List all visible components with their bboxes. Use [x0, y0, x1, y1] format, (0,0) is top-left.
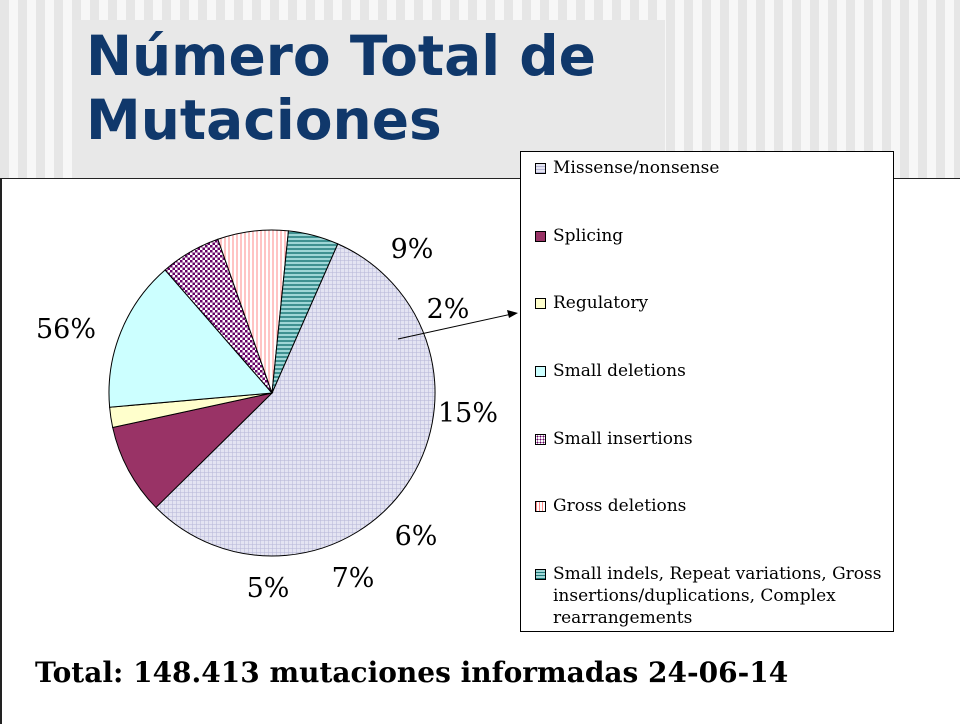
legend-label-regulatory: Regulatory	[553, 293, 649, 313]
pie-label-gross-deletions: 7%	[332, 563, 375, 594]
regulatory-pointer-line	[397, 313, 513, 340]
legend-item-small-insertions: Small insertions	[535, 428, 885, 450]
legend-label-splicing: Splicing	[553, 226, 624, 246]
legend-swatch-small-deletions	[535, 366, 546, 377]
pie-slice-small-deletions	[108, 269, 274, 408]
pie-label-small-insertions: 6%	[395, 521, 438, 552]
pie-label-missense-nonsense: 56%	[36, 314, 96, 345]
regulatory-pointer-arrowhead	[507, 310, 518, 318]
legend-swatch-missense-nonsense	[535, 163, 546, 174]
total-mutations-note: Total: 148.413 mutaciones informadas 24-…	[35, 656, 789, 689]
legend-label-gross-deletions: Gross deletions	[553, 496, 687, 516]
legend-item-splicing: Splicing	[535, 225, 885, 247]
legend-item-gross-deletions: Gross deletions	[535, 495, 885, 517]
legend-swatch-gross-deletions	[535, 501, 546, 512]
legend-label-small-indels-other: Small indels, Repeat variations, Gross i…	[553, 564, 882, 628]
legend-swatch-small-indels-other	[535, 569, 546, 580]
legend-label-missense-nonsense: Missense/nonsense	[553, 158, 720, 178]
legend-item-small-indels-other: Small indels, Repeat variations, Gross i…	[535, 563, 885, 629]
legend-item-missense-nonsense: Missense/nonsense	[535, 157, 885, 179]
pie-slice-small-indels-other	[271, 230, 339, 394]
chart-legend: Missense/nonsense Splicing Regulatory Small…	[520, 151, 894, 632]
pie-label-small-indels-other: 5%	[247, 573, 290, 604]
pie-slice-missense-nonsense	[155, 243, 436, 557]
slide-title: Número Total de Mutaciones	[86, 24, 596, 152]
legend-item-regulatory: Regulatory	[535, 292, 885, 314]
legend-swatch-splicing	[535, 231, 546, 242]
legend-item-small-deletions: Small deletions	[535, 360, 885, 382]
pie-slice-splicing	[112, 392, 274, 509]
pie-label-small-deletions: 15%	[438, 398, 498, 429]
legend-swatch-regulatory	[535, 298, 546, 309]
pie-label-splicing: 9%	[391, 234, 434, 265]
legend-label-small-insertions: Small insertions	[553, 429, 693, 449]
content-frame	[0, 178, 960, 724]
pie-label-regulatory: 2%	[427, 294, 470, 325]
legend-label-small-deletions: Small deletions	[553, 361, 686, 381]
legend-swatch-small-insertions	[535, 434, 546, 445]
